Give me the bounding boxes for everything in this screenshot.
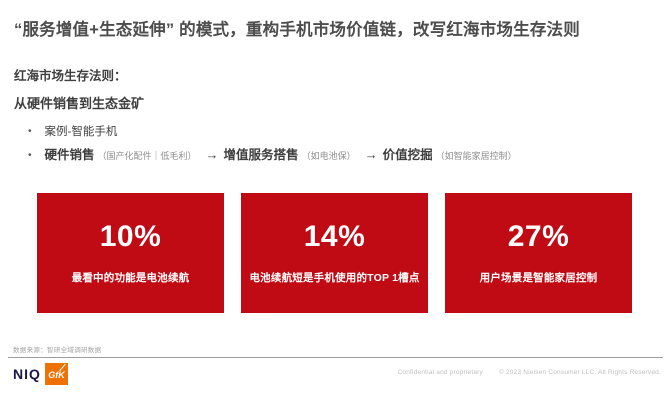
- subheading: 从硬件销售到生态金矿: [14, 96, 145, 111]
- flow-step-value-added-services-note: （如电池保）: [301, 151, 356, 161]
- bullet-value-chain-flow: • 硬件销售 （国产化配件｜低毛利） → 增值服务搭售 （如电池保） → 价值挖…: [28, 144, 521, 163]
- copyright-label: © 2023 Nielsen Consumer LLC. All Rights …: [499, 369, 661, 376]
- niq-logo: NIQ: [13, 366, 41, 382]
- stat-caption: 最看中的功能是电池续航: [71, 272, 190, 284]
- section-heading: 红海市场生存法则：: [14, 69, 127, 83]
- stat-value: 14%: [303, 220, 366, 253]
- stat-caption: 电池续航短是手机使用的TOP 1槽点: [249, 272, 420, 284]
- flow-step-value-mining: 价值挖掘: [382, 148, 433, 162]
- gfk-logo-text: GfK: [48, 370, 65, 380]
- slide-title: “服务增值+生态延伸” 的模式，重构手机市场价值链，改写红海市场生存法则: [14, 21, 580, 39]
- flow-step-hardware-sales-note: （国产化配件｜低毛利）: [97, 151, 197, 161]
- bullet-dot: •: [28, 150, 32, 161]
- gfk-logo: GfK: [45, 363, 68, 385]
- arrow-right-icon: →: [205, 147, 219, 162]
- stat-card-smart-home-scenario: 27% 用户场景是智能家居控制: [445, 193, 632, 313]
- stat-value: 10%: [99, 220, 162, 253]
- footer-legal: Confidential and proprietary © 2023 Niel…: [398, 369, 661, 376]
- bullet-case-label: 案例-智能手机: [44, 126, 118, 138]
- bullet-dot: •: [28, 126, 32, 137]
- footer-divider: [8, 357, 663, 358]
- bullet-case: • 案例-智能手机: [28, 123, 117, 139]
- confidential-label: Confidential and proprietary: [397, 369, 483, 376]
- stat-value: 27%: [507, 220, 570, 253]
- arrow-right-icon: →: [364, 147, 378, 162]
- flow-step-value-mining-note: （如智能家居控制）: [435, 151, 517, 161]
- stat-card-battery-painpoint: 14% 电池续航短是手机使用的TOP 1槽点: [241, 193, 428, 313]
- flow-step-value-added-services: 增值服务搭售: [223, 148, 299, 162]
- stat-cards-row: 10% 最看中的功能是电池续航 14% 电池续航短是手机使用的TOP 1槽点 2…: [37, 193, 632, 313]
- stat-card-battery-priority: 10% 最看中的功能是电池续航: [37, 193, 224, 313]
- data-source-footnote: 数据来源：智研全域调研数据: [13, 347, 102, 354]
- stat-caption: 用户场景是智能家居控制: [479, 272, 598, 284]
- flow-step-hardware-sales: 硬件销售: [44, 148, 95, 162]
